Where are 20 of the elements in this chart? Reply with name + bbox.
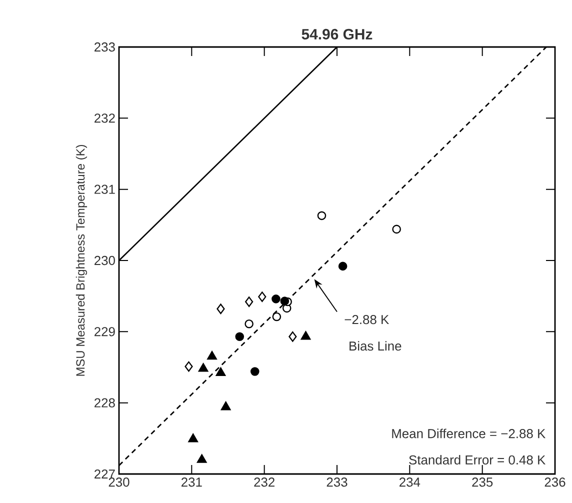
x-tick-label: 233 (326, 478, 348, 487)
x-tick-label: 232 (254, 478, 274, 487)
y-tick-label: 227 (94, 469, 115, 479)
annotation: Bias Line (350, 341, 402, 351)
y-tick-label: 229 (94, 327, 115, 336)
y-tick-label: 233 (94, 42, 115, 52)
y-axis-title: MSU Measured Brightness Temperature (K) (76, 145, 88, 376)
chart-title: 54.96 GHz (302, 28, 372, 40)
y-tick-label: 230 (94, 256, 115, 266)
x-tick-label: 235 (472, 478, 493, 487)
x-tick-label: 231 (182, 478, 202, 487)
annotation: Standard Error = 0.48 K (409, 455, 546, 465)
annotation: Mean Difference = −2.88 K (392, 428, 546, 438)
x-tick-label: 236 (544, 478, 566, 487)
y-tick-label: 228 (94, 398, 115, 408)
y-tick-label: 231 (94, 184, 115, 194)
annotation: −2.88 K (344, 314, 390, 324)
x-tick-label: 234 (400, 478, 420, 487)
x-tick-label: 230 (108, 478, 130, 487)
y-tick-label: 232 (94, 114, 115, 123)
